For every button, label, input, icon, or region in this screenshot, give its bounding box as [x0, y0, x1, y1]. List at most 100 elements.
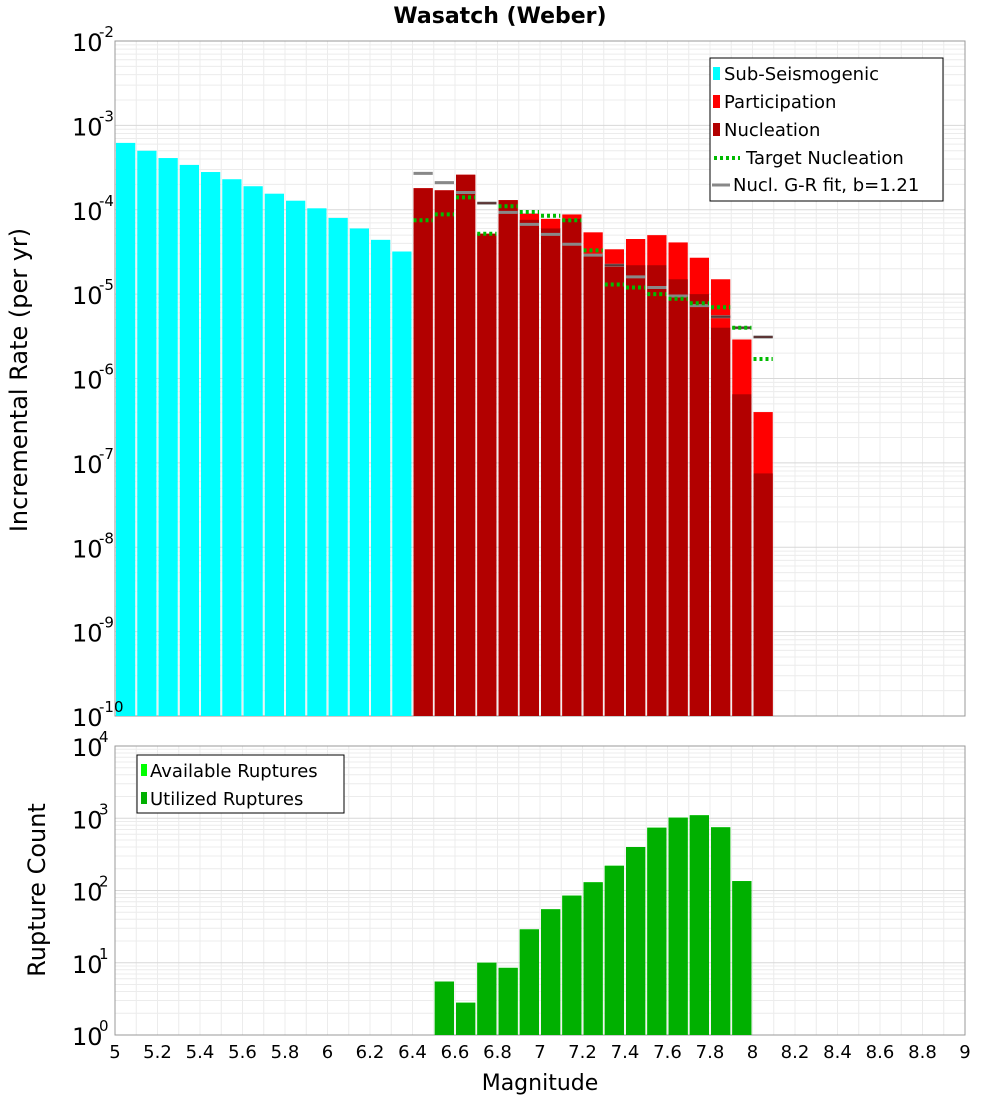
bar-utilized-ruptures-7.95	[732, 881, 752, 1035]
bar-sub-seismogenic-5.35	[179, 164, 199, 716]
chart-title: Wasatch (Weber)	[393, 4, 606, 29]
bar-nucleation-7.55	[647, 265, 667, 716]
top-legend: Sub-Seismogenic Participation Nucleation…	[709, 57, 944, 202]
legend-label-nucleation: Nucleation	[724, 120, 820, 141]
bar-utilized-ruptures-6.75	[477, 962, 497, 1035]
legend-label-available-ruptures: Available Ruptures	[150, 761, 318, 782]
bar-utilized-ruptures-7.45	[626, 847, 646, 1035]
y-tick-label: 10	[72, 113, 103, 141]
bar-sub-seismogenic-6.35	[392, 251, 412, 716]
bar-nucleation-8.05	[753, 473, 773, 716]
x-tick-label: 5.8	[271, 1042, 300, 1063]
bar-nucleation-7.35	[604, 266, 624, 716]
y-tick-exponent: -9	[99, 614, 114, 632]
bar-nucleation-7.45	[626, 265, 646, 716]
bar-sub-seismogenic-6.05	[328, 217, 348, 716]
legend-label-gr-fit: Nucl. G-R fit, b=1.21	[733, 175, 919, 196]
y-tick-label: 10	[72, 951, 103, 979]
y-tick-label: 10	[72, 704, 103, 732]
y-tick-exponent: -3	[99, 107, 114, 125]
bar-nucleation-7.05	[541, 228, 561, 716]
bar-nucleation-6.55	[434, 190, 454, 716]
bar-nucleation-6.45	[413, 188, 433, 717]
top-y-axis-label: Incremental Rate (per yr)	[5, 228, 33, 532]
legend-swatch-utilized-ruptures	[141, 792, 147, 804]
y-tick-exponent: -10	[99, 698, 124, 716]
x-axis-ticks: 5 5.2 5.4 5.6 5.8 6 6.2 6.4 6.6 6.8 7 7.2 7.4 7.6 7.8 8…	[109, 1042, 970, 1063]
bar-nucleation-6.95	[519, 219, 539, 717]
bar-utilized-ruptures-7.55	[647, 827, 667, 1035]
bar-sub-seismogenic-6.15	[349, 228, 369, 716]
bar-nucleation-7.25	[583, 255, 603, 716]
bar-sub-seismogenic-5.75	[264, 193, 284, 716]
top-panel-markers	[413, 171, 773, 362]
y-tick-exponent: 1	[99, 945, 109, 963]
legend-label-utilized-ruptures: Utilized Ruptures	[150, 789, 303, 810]
x-tick-label: 8.4	[823, 1042, 852, 1063]
y-tick-label: 10	[72, 29, 103, 57]
bar-nucleation-7.15	[562, 218, 582, 716]
bar-utilized-ruptures-6.95	[519, 929, 539, 1035]
bar-utilized-ruptures-7.15	[562, 895, 582, 1035]
x-tick-label: 8.6	[866, 1042, 895, 1063]
bar-utilized-ruptures-6.85	[498, 967, 518, 1035]
x-tick-label: 7.4	[611, 1042, 640, 1063]
x-tick-label: 8.2	[781, 1042, 810, 1063]
y-tick-label: 10	[72, 1023, 103, 1051]
bar-utilized-ruptures-6.55	[434, 981, 454, 1035]
x-axis-label: Magnitude	[482, 1071, 599, 1096]
x-tick-label: 6	[322, 1042, 333, 1063]
y-tick-exponent: -8	[99, 529, 114, 547]
y-tick-exponent: -6	[99, 361, 114, 379]
y-tick-exponent: -7	[99, 445, 114, 463]
y-tick-exponent: 0	[99, 1017, 109, 1035]
y-tick-exponent: 4	[99, 728, 109, 746]
bar-sub-seismogenic-5.85	[286, 200, 306, 716]
x-tick-label: 5	[109, 1042, 120, 1063]
y-tick-exponent: -4	[99, 192, 114, 210]
top-panel-bars	[116, 142, 773, 717]
x-tick-label: 5.6	[228, 1042, 257, 1063]
y-tick-label: 10	[72, 198, 103, 226]
bar-nucleation-6.65	[456, 174, 476, 716]
x-tick-label: 9	[959, 1042, 970, 1063]
x-tick-label: 7.6	[653, 1042, 682, 1063]
legend-swatch-available-ruptures	[141, 764, 147, 776]
y-tick-exponent: -2	[99, 23, 114, 41]
y-tick-exponent: 3	[99, 800, 109, 818]
legend-swatch-nucleation	[713, 123, 720, 136]
bar-utilized-ruptures-7.35	[604, 865, 624, 1035]
x-tick-label: 5.4	[186, 1042, 215, 1063]
x-tick-label: 7.2	[568, 1042, 597, 1063]
x-tick-label: 6.6	[441, 1042, 470, 1063]
legend-label-sub-seismogenic: Sub-Seismogenic	[724, 64, 879, 85]
x-tick-label: 7	[534, 1042, 545, 1063]
bar-sub-seismogenic-5.25	[158, 158, 178, 716]
y-tick-label: 10	[72, 535, 103, 563]
y-tick-exponent: -5	[99, 276, 114, 294]
bar-sub-seismogenic-5.55	[222, 179, 242, 716]
x-tick-label: 6.8	[483, 1042, 512, 1063]
bar-utilized-ruptures-7.85	[711, 827, 731, 1035]
y-tick-label: 10	[72, 734, 103, 762]
bar-nucleation-7.85	[711, 327, 731, 716]
x-tick-label: 6.4	[398, 1042, 427, 1063]
x-tick-label: 7.8	[696, 1042, 725, 1063]
y-tick-label: 10	[72, 879, 103, 907]
bar-sub-seismogenic-5.95	[307, 208, 327, 716]
bar-sub-seismogenic-6.25	[371, 239, 391, 716]
bar-nucleation-6.85	[498, 200, 518, 716]
bar-utilized-ruptures-7.25	[583, 882, 603, 1035]
legend-label-target-nucleation: Target Nucleation	[745, 148, 904, 169]
bar-utilized-ruptures-6.65	[456, 1002, 476, 1035]
legend-swatch-sub-seismogenic	[713, 67, 720, 80]
bar-sub-seismogenic-5.65	[243, 186, 263, 716]
bottom-legend: Available Ruptures Utilized Ruptures	[136, 754, 345, 814]
bottom-panel-gridlines	[115, 746, 966, 1035]
y-tick-label: 10	[72, 367, 103, 395]
bar-utilized-ruptures-7.65	[668, 817, 688, 1035]
bar-nucleation-7.65	[668, 279, 688, 716]
